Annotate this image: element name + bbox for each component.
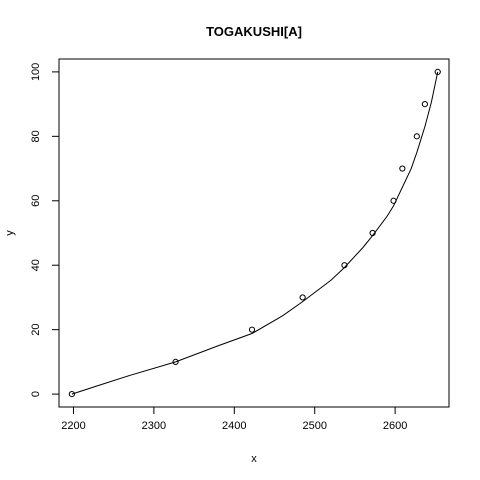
data-point: [369, 229, 376, 237]
data-point: [399, 165, 406, 172]
y-tick-label: 0: [30, 391, 42, 397]
data-point: [248, 326, 256, 333]
data-point: [390, 197, 397, 204]
x-tick-label: 2600: [383, 420, 407, 432]
x-tick-label: 2300: [142, 420, 166, 432]
x-tick-label: 2400: [222, 420, 246, 432]
x-tick-label: 2500: [302, 420, 326, 432]
x-axis-label: x: [251, 453, 257, 465]
x-axis: 2200 2300 2400 2500 2600: [61, 406, 407, 432]
y-axis: 0 20 40 60 80 100: [30, 63, 60, 397]
y-tick-label: 80: [30, 130, 42, 142]
data-point: [68, 391, 75, 398]
data-point: [299, 294, 306, 301]
y-tick-label: 60: [30, 195, 42, 207]
data-point: [172, 358, 179, 365]
y-tick-label: 20: [30, 324, 42, 336]
chart-title: TOGAKUSHI[A]: [206, 24, 302, 39]
data-point: [413, 133, 420, 140]
y-axis-label: y: [4, 230, 16, 236]
data-point: [434, 68, 441, 75]
data-point: [421, 101, 428, 108]
plot-frame: [58, 58, 450, 408]
fitted-curve: [71, 71, 439, 395]
x-tick-label: 2200: [61, 420, 85, 432]
y-tick-label: 40: [30, 259, 42, 271]
y-tick-label: 100: [30, 63, 42, 81]
data-point: [341, 262, 348, 269]
data-points: [68, 68, 441, 398]
